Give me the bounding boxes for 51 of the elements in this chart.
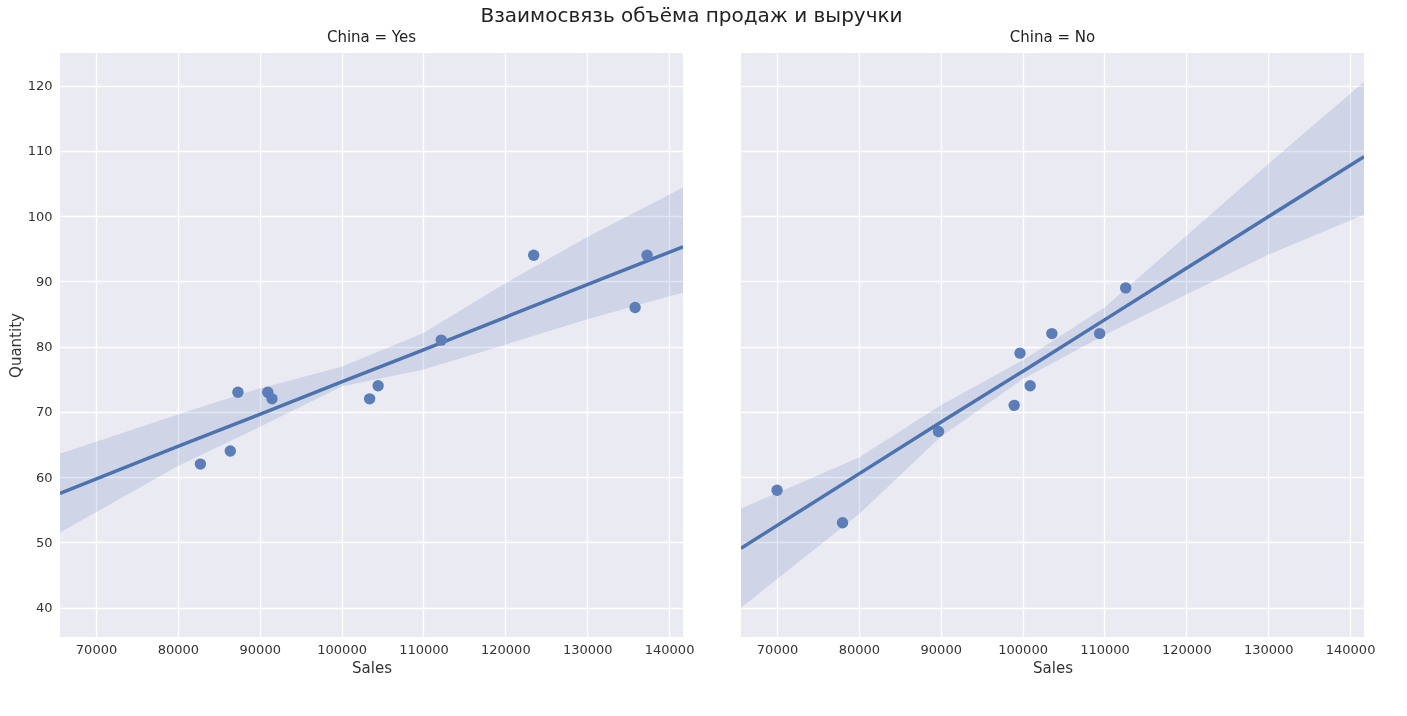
x-tick-label: 70000 [75, 641, 118, 657]
y-tick-label: 110 [27, 143, 53, 159]
point [629, 301, 641, 314]
y-tick-label: 80 [35, 339, 53, 355]
point [1046, 327, 1058, 340]
point [932, 425, 945, 438]
y-tick-label: 120 [27, 78, 53, 94]
point [1014, 347, 1026, 359]
point [266, 393, 278, 405]
y-tick-label: 50 [35, 534, 53, 550]
point [771, 484, 783, 496]
x-tick-label: 110000 [1080, 641, 1130, 657]
x-tick-label: 90000 [920, 641, 962, 657]
point [194, 458, 207, 470]
x-axis-title: Sales [352, 658, 393, 677]
point [1024, 380, 1036, 392]
x-tick-label: 140000 [644, 641, 695, 657]
chart-subtitle: China = No [1009, 28, 1096, 46]
point [435, 334, 447, 346]
y-tick-label: 40 [35, 600, 53, 616]
x-tick-label: 70000 [756, 641, 799, 657]
point [363, 393, 376, 405]
y-tick-label: 70 [35, 404, 53, 420]
y-axis-title: Quantity [6, 312, 25, 378]
point [1008, 399, 1020, 412]
x-tick-label: 80000 [157, 641, 200, 657]
point [527, 249, 540, 261]
x-tick-label: 100000 [998, 641, 1048, 657]
y-tick-label: 90 [35, 273, 53, 289]
y-tick-label: 100 [27, 208, 53, 224]
x-tick-label: 140000 [1325, 641, 1376, 657]
x-tick-label: 120000 [1162, 641, 1212, 657]
point [372, 380, 384, 392]
x-tick-label: 100000 [317, 641, 367, 657]
x-tick-label: 110000 [399, 641, 449, 657]
point [836, 517, 849, 529]
chart-subtitle: China = Yes [326, 28, 417, 46]
x-tick-label: 130000 [1243, 641, 1294, 657]
line-series [60, 245, 683, 496]
point [1119, 282, 1132, 294]
x-tick-label: 120000 [481, 641, 531, 657]
x-axis-title: Sales [1033, 658, 1074, 677]
x-tick-label: 90000 [239, 641, 281, 657]
y-tick-label: 60 [35, 469, 53, 485]
point [224, 445, 236, 457]
point [232, 386, 244, 398]
point [641, 249, 653, 261]
chart-title: Взаимосвязь объёма продаж и выручки [480, 3, 903, 27]
point [1093, 327, 1106, 340]
x-tick-label: 130000 [562, 641, 613, 657]
x-tick-label: 80000 [838, 641, 881, 657]
